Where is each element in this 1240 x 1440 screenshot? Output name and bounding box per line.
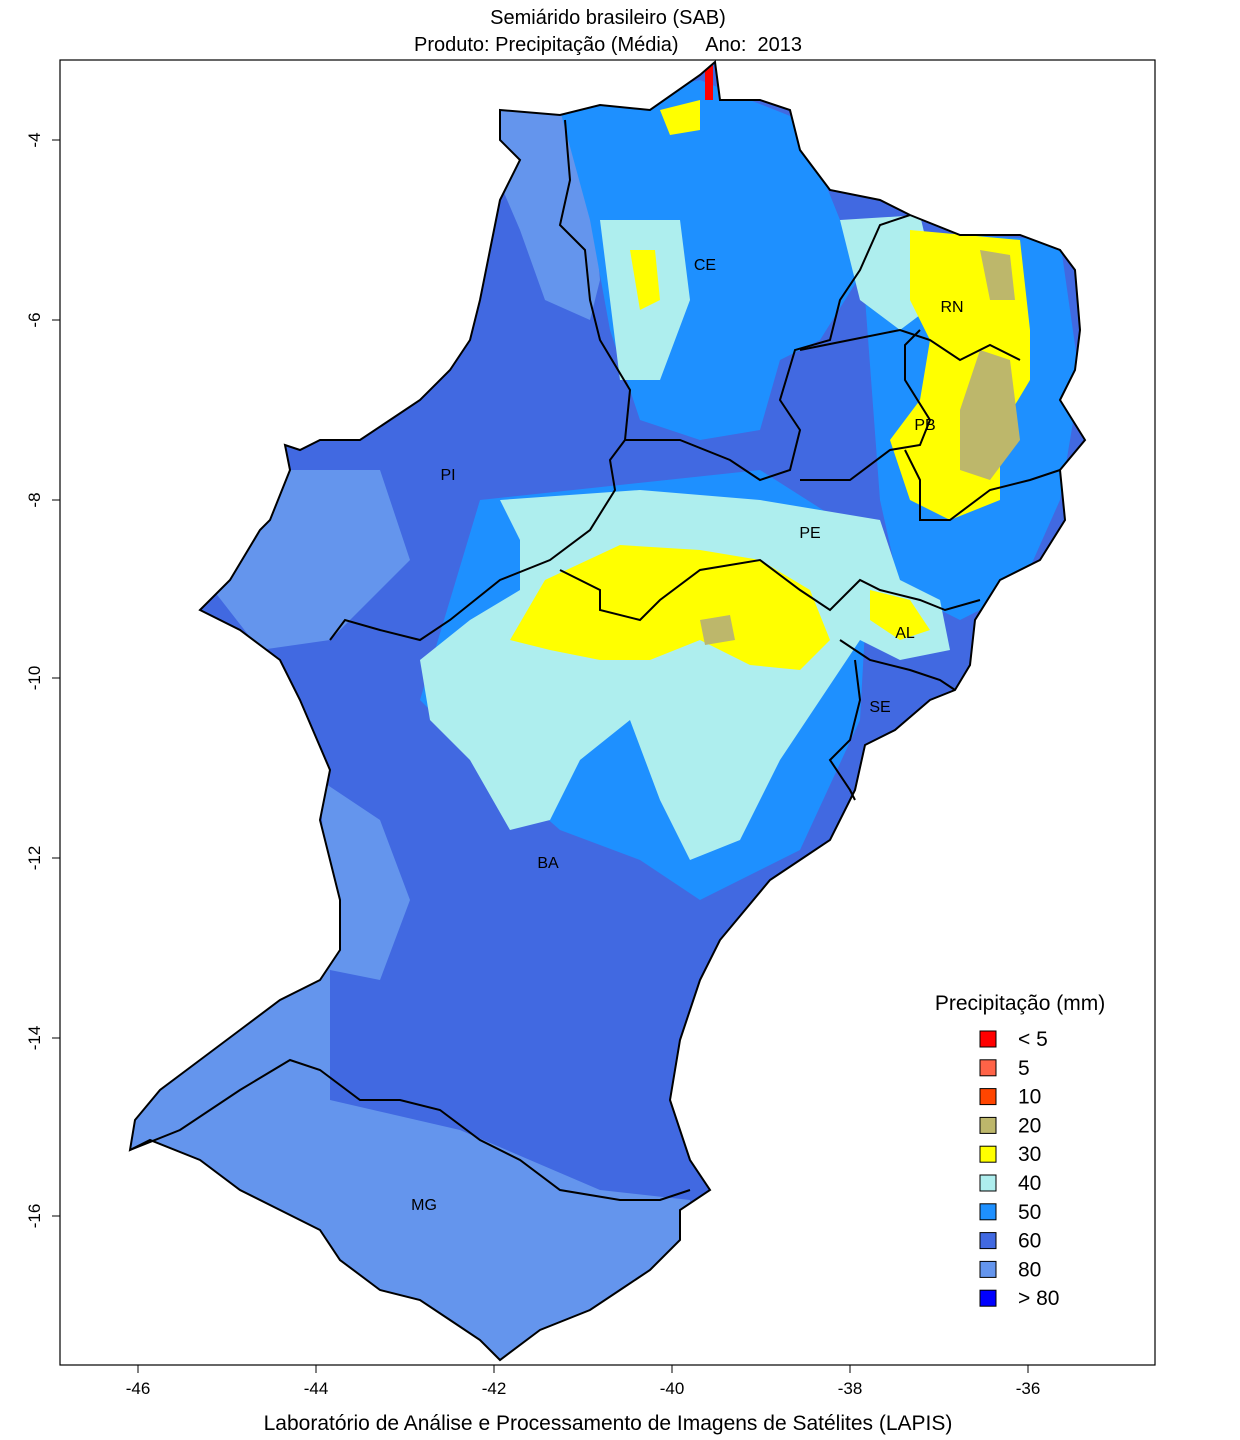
border-pb-west [800, 329, 932, 481]
legend-label: > 80 [1018, 1287, 1059, 1310]
border-pi [329, 119, 632, 642]
state-label-pi: PI [440, 467, 455, 484]
zone-20-pb [960, 350, 1020, 480]
legend-label: 50 [1018, 1201, 1041, 1224]
x-tick-label: -42 [482, 1379, 507, 1398]
border-pb-pe [904, 449, 1061, 521]
legend-swatch [979, 1174, 997, 1192]
footer-credit: Laboratório de Análise e Processamento d… [263, 1412, 953, 1435]
zone-lt5-tip [705, 62, 713, 100]
legend-swatch [979, 1059, 997, 1077]
state-label-se: SE [869, 699, 890, 716]
state-label-pb: PB [914, 417, 935, 434]
legend-title: Precipitação (mm) [935, 992, 1105, 1015]
legend-label: 10 [1018, 1086, 1041, 1109]
legend-swatch [979, 1289, 997, 1307]
x-tick-label: -38 [838, 1379, 863, 1398]
legend-label: 30 [1018, 1143, 1041, 1166]
y-axis: -4 -6 -8 -10 -12 -14 -16 [25, 132, 60, 1228]
legend-label: 80 [1018, 1258, 1041, 1281]
legend-label: 40 [1018, 1172, 1041, 1195]
zone-80-ba-west [320, 780, 410, 980]
legend-swatch [979, 1116, 997, 1134]
border-pe-ba-al [559, 558, 981, 622]
map-subtitle: Produto: Precipitação (Média) Ano: 2013 [414, 34, 802, 56]
y-tick-label: -4 [25, 132, 44, 147]
zone-30-pe-ba [510, 545, 830, 670]
state-borders [129, 119, 1061, 1201]
state-label-ce: CE [694, 257, 716, 274]
state-label-ba: BA [537, 855, 559, 872]
legend-swatch [979, 1030, 997, 1048]
y-tick-label: -12 [25, 846, 44, 871]
zone-30-ce-coast [660, 100, 700, 135]
zone-30-ce-inner [630, 250, 660, 310]
legend: Precipitação (mm) < 5 5 10 20 30 40 50 60 80 > 80 [935, 992, 1105, 1310]
legend-swatch [979, 1232, 997, 1250]
x-tick-label: -36 [1016, 1379, 1041, 1398]
legend-swatch [979, 1145, 997, 1163]
map-title: Semiárido brasileiro (SAB) [490, 7, 726, 29]
x-axis: -46 -44 -42 -40 -38 -36 [126, 1365, 1041, 1398]
y-tick-label: -10 [25, 666, 44, 691]
border-ce-south [625, 214, 911, 482]
legend-swatch [979, 1088, 997, 1106]
legend-label: < 5 [1018, 1028, 1048, 1051]
state-labels: CE RN PB PI PE AL SE BA MG [411, 257, 963, 1214]
state-label-mg: MG [411, 1197, 437, 1214]
legend-label: 20 [1018, 1114, 1041, 1137]
state-label-al: AL [895, 625, 915, 642]
legend-label: 60 [1018, 1230, 1041, 1253]
border-rn-pb [799, 328, 1021, 362]
y-tick-label: -8 [25, 492, 44, 507]
state-label-rn: RN [940, 299, 963, 316]
y-tick-label: -6 [25, 312, 44, 327]
x-tick-label: -40 [660, 1379, 685, 1398]
legend-items: < 5 5 10 20 30 40 50 60 80 > 80 [979, 1028, 1059, 1310]
y-tick-label: -14 [25, 1026, 44, 1051]
border-se-ba [828, 659, 862, 801]
border-al-se [839, 639, 956, 691]
zone-20-rn [980, 250, 1015, 300]
border-ba-mg [129, 1058, 691, 1201]
legend-swatch [979, 1203, 997, 1221]
region-outline [128, 60, 1087, 1362]
x-tick-label: -46 [126, 1379, 151, 1398]
state-label-pe: PE [799, 525, 820, 542]
zone-30-al [870, 590, 930, 640]
x-tick-label: -44 [304, 1379, 329, 1398]
zone-20-pe [700, 615, 735, 645]
y-tick-label: -16 [25, 1204, 44, 1229]
legend-label: 5 [1018, 1057, 1030, 1080]
legend-swatch [979, 1260, 997, 1278]
